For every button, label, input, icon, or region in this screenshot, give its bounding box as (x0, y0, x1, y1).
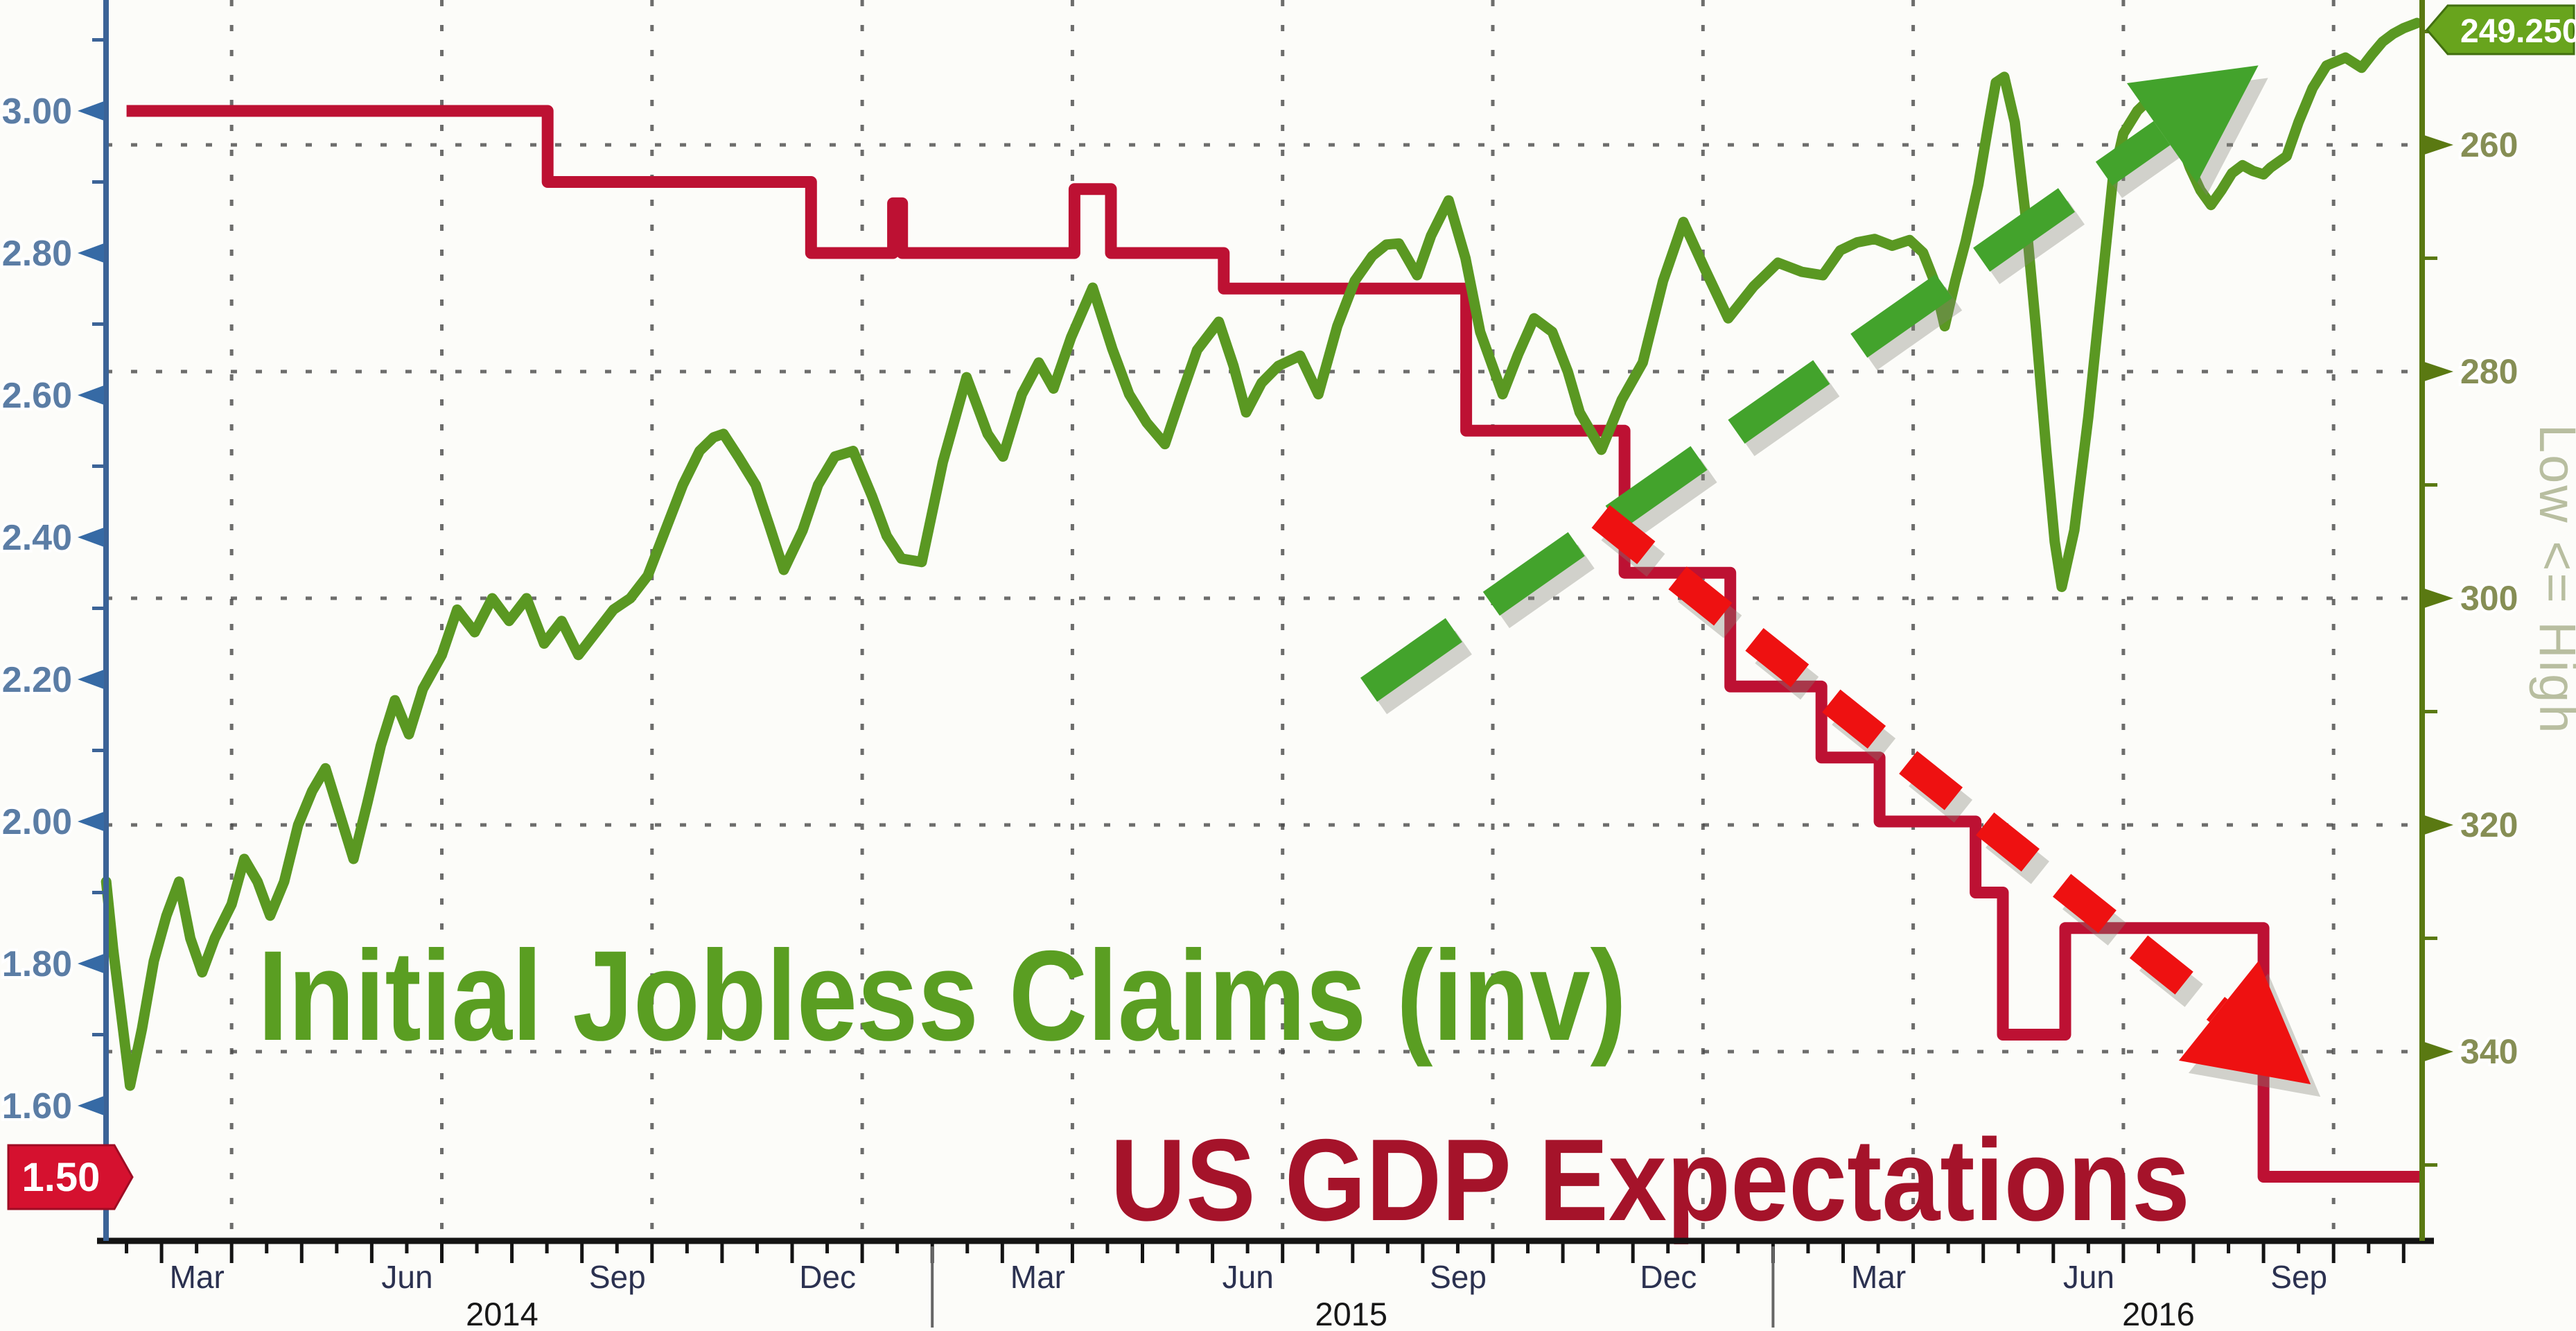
left-axis-arrow-icon (78, 243, 104, 263)
claims-trend-arrow-line (1360, 121, 2171, 702)
claims-trend-arrow-head-icon (2126, 65, 2259, 184)
right-axis-label: 340 (2460, 1032, 2518, 1071)
right-axis-arrow-icon (2424, 135, 2453, 155)
right-badge-value: 249.250 (2460, 13, 2576, 50)
left-badge-shape (7, 1144, 134, 1210)
month-label: Sep (589, 1259, 646, 1295)
left-current-value-badge: 1.50 (7, 1144, 134, 1210)
month-label: Sep (2270, 1259, 2327, 1295)
right-badge-shape (2426, 4, 2575, 55)
left-axis-label: 2.00 (2, 802, 72, 842)
gdp-trend-arrow-head-icon (2178, 961, 2311, 1085)
year-label: 2015 (1315, 1296, 1387, 1331)
gdp-series-line (126, 105, 2423, 1183)
right-axis-label: 300 (2460, 579, 2518, 618)
month-label: Mar (170, 1259, 225, 1295)
left-axis-label: 2.40 (2, 518, 72, 558)
right-axis-label: 320 (2460, 806, 2518, 844)
right-axis-arrow-icon (2424, 815, 2453, 835)
claims-trend-arrow-shadow (1369, 133, 2180, 715)
left-axis-label: 3.00 (2, 92, 72, 132)
month-label: Mar (1851, 1259, 1906, 1295)
left-axis-label: 1.60 (2, 1086, 72, 1126)
annotation-arrows-layer (1360, 65, 2321, 1097)
left-badge-value: 1.50 (22, 1155, 100, 1200)
left-axis-arrow-icon (78, 528, 104, 547)
right-axis-arrow-icon (2424, 1042, 2453, 1061)
left-axis-label: 1.80 (2, 944, 72, 984)
right-axis-label: 280 (2460, 352, 2518, 391)
right-current-value-badge: 249.250 (2426, 4, 2576, 55)
month-label: Sep (1430, 1259, 1487, 1295)
right-axis-arrow-icon (2424, 362, 2453, 381)
gdp-series-label: US GDP Expectations (1110, 1115, 2190, 1245)
month-label: Jun (381, 1259, 432, 1295)
right-axis-arrow-icon (2424, 589, 2453, 608)
claims-series-label: Initial Jobless Claims (inv) (258, 925, 1627, 1068)
year-label: 2016 (2122, 1296, 2195, 1331)
left-axis-label: 2.20 (2, 660, 72, 700)
month-label: Jun (1223, 1259, 1274, 1295)
month-label: Mar (1010, 1259, 1065, 1295)
left-axis-arrow-icon (78, 1096, 104, 1115)
left-axis-label: 2.60 (2, 376, 72, 416)
right-axis-label: 260 (2460, 125, 2518, 164)
left-axis-arrow-icon (78, 670, 104, 689)
low-high-axis-note: Low <= High (2529, 424, 2576, 736)
left-axis-arrow-icon (78, 385, 104, 405)
left-axis-label: 2.80 (2, 234, 72, 274)
year-label: 2014 (466, 1296, 538, 1331)
left-axis-arrow-icon (78, 101, 104, 121)
gdp-trend-arrow-line (1591, 505, 2228, 1023)
month-label: Jun (2063, 1259, 2114, 1295)
left-axis-arrow-icon (78, 812, 104, 831)
month-label: Dec (1640, 1259, 1697, 1295)
month-label: Dec (799, 1259, 856, 1295)
axes-layer: Mar Jun Sep Dec 2014 Mar Jun Sep Dec 2015 Mar Jun Se… (0, 0, 2521, 1331)
left-axis-arrow-icon (78, 954, 104, 973)
